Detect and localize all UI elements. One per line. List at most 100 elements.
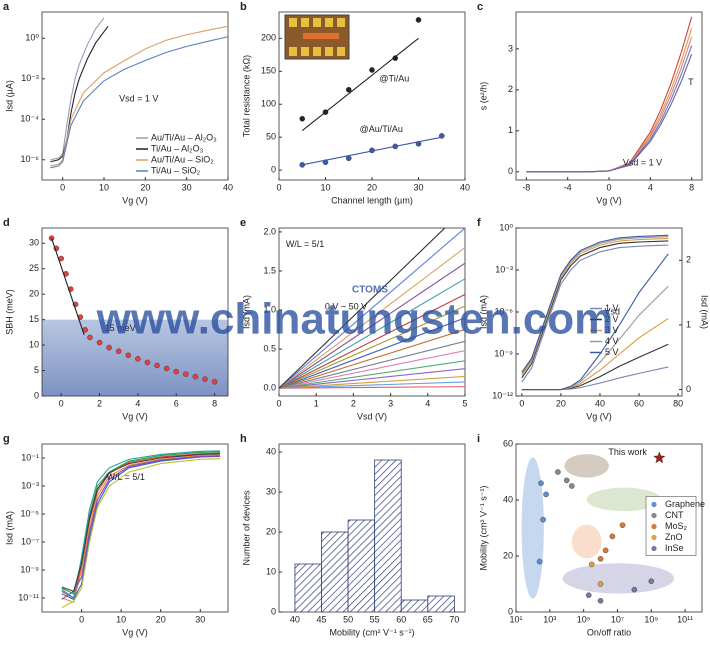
y-tick-label: 10⁻¹² <box>492 390 513 400</box>
series-line <box>521 253 669 391</box>
y-tick-label: 50 <box>266 132 276 142</box>
x-tick-label: 4 <box>425 398 430 408</box>
watermark: www.chinatungsten.com <box>96 295 614 344</box>
y-tick-label: 10⁰ <box>499 222 513 232</box>
series-line <box>50 25 228 167</box>
panel: c -8 -4 0 4 8 0 1 2 3 Vg (V) s (e²/h) Vsd = 1 V T <box>477 1 703 205</box>
pad <box>289 47 297 56</box>
plot-area <box>48 235 218 385</box>
y-tick-label: 10⁻³ <box>21 480 39 490</box>
y-axis-label: Isd (mA) <box>241 295 251 329</box>
pad <box>337 18 345 27</box>
y-tick-label: 10⁻⁹ <box>494 348 513 358</box>
x-tick-label: 30 <box>195 614 205 624</box>
y-tick-label: 0.5 <box>263 343 276 353</box>
y-tick-label: 0.0 <box>263 383 276 393</box>
y-tick-label: 10⁻³ <box>495 264 513 274</box>
x-tick-label: 2 <box>351 398 356 408</box>
annotation: @Ti/Au <box>379 74 409 84</box>
pad <box>325 18 333 27</box>
series-line <box>301 37 419 132</box>
axes-frame <box>515 443 703 613</box>
panel: i 10¹ 10³ 10⁵ 10⁷ 10⁹ 10¹¹ 0 20 40 60 On/off ratio M… <box>477 433 705 637</box>
y-tick-label: 2.0 <box>263 226 276 236</box>
series-line <box>526 54 693 173</box>
marker <box>569 483 575 489</box>
x-axis-label: Vg (V) <box>122 411 148 421</box>
series-line <box>61 455 221 600</box>
y-tick-label: 30 <box>266 486 276 496</box>
x-tick-label: 5 <box>462 398 467 408</box>
marker <box>135 356 141 362</box>
marker <box>602 547 609 554</box>
x-tick-label: 65 <box>423 614 433 624</box>
star-marker <box>653 451 666 464</box>
y-tick-label: 100 <box>261 99 276 109</box>
marker <box>369 67 375 73</box>
x-tick-label: 10¹¹ <box>677 614 693 624</box>
series-line <box>279 360 465 389</box>
series-line <box>279 293 465 389</box>
x-tick-label: 40 <box>460 182 470 192</box>
marker <box>345 86 352 93</box>
x-tick-label: 10⁹ <box>644 614 658 624</box>
marker <box>563 477 570 484</box>
series-line <box>61 453 221 593</box>
y-tick-label: 10⁻² <box>21 73 39 83</box>
x-tick-label: 60 <box>396 614 406 624</box>
annotation: This work <box>608 447 647 457</box>
x-axis-label: Vg (V) <box>122 627 148 637</box>
annotation: 15 meV <box>105 323 136 333</box>
annotation: 0 V ~ 50 V <box>325 301 367 311</box>
marker <box>415 17 422 23</box>
axes-frame <box>515 11 703 181</box>
panel: d 0 2 4 6 8 0 5 10 15 20 25 30 Vg (V) SBH (meV) 15 meV <box>3 217 229 421</box>
y-tick-label: 0 <box>508 166 513 176</box>
y-axis-label: Isd (mA) <box>478 295 488 329</box>
marker <box>540 516 546 523</box>
annotation: T <box>688 77 694 87</box>
x-tick-label: 0 <box>606 182 611 192</box>
x-tick-label: 2 <box>97 398 102 408</box>
x-tick-label: -4 <box>564 182 572 192</box>
y-tick-label: 3 <box>508 43 513 53</box>
x-axis-label: Vg (V) <box>586 411 612 421</box>
y-axis-label: SBH (meV) <box>4 289 14 335</box>
pad <box>289 18 297 27</box>
panel-label: i <box>477 433 480 445</box>
marker <box>173 368 180 375</box>
marker <box>538 480 544 487</box>
x-axis-label: Vsd (V) <box>357 411 387 421</box>
panel: b 0 10 20 30 40 0 50 100 150 200 Channel length (µm… <box>240 1 470 205</box>
plot-area <box>61 450 221 609</box>
legend-label: Ti/Au – Al₂O₃ <box>151 143 204 153</box>
pad <box>325 47 333 56</box>
annotation: Vsd = 1 V <box>623 158 662 168</box>
pad <box>313 18 321 27</box>
y-axis-label: Isd (mA) <box>4 511 14 545</box>
marker <box>202 376 208 383</box>
x-tick-label: -8 <box>522 182 530 192</box>
panel-label: e <box>240 217 246 229</box>
channel <box>303 33 339 39</box>
legend-label: CNT <box>665 510 684 520</box>
plot-area <box>50 17 228 169</box>
x-tick-label: 20 <box>556 398 566 408</box>
marker <box>597 581 604 587</box>
x-tick-label: 0 <box>79 614 84 624</box>
x-tick-label: 4 <box>648 182 653 192</box>
x-tick-label: 0 <box>276 182 281 192</box>
marker <box>163 365 170 372</box>
region <box>564 454 609 478</box>
series-line <box>50 17 105 161</box>
y-axis-label: s (e²/h) <box>478 82 488 111</box>
legend-label: InSe <box>665 543 684 553</box>
legend-label: ZnO <box>665 532 683 542</box>
legend-label: Graphene <box>665 499 705 509</box>
x-tick-label: 10 <box>320 182 330 192</box>
plot-area <box>521 234 669 391</box>
x-axis-label: Vg (V) <box>122 195 148 205</box>
marker <box>609 533 616 540</box>
series-line <box>279 340 465 389</box>
bar <box>347 519 376 612</box>
